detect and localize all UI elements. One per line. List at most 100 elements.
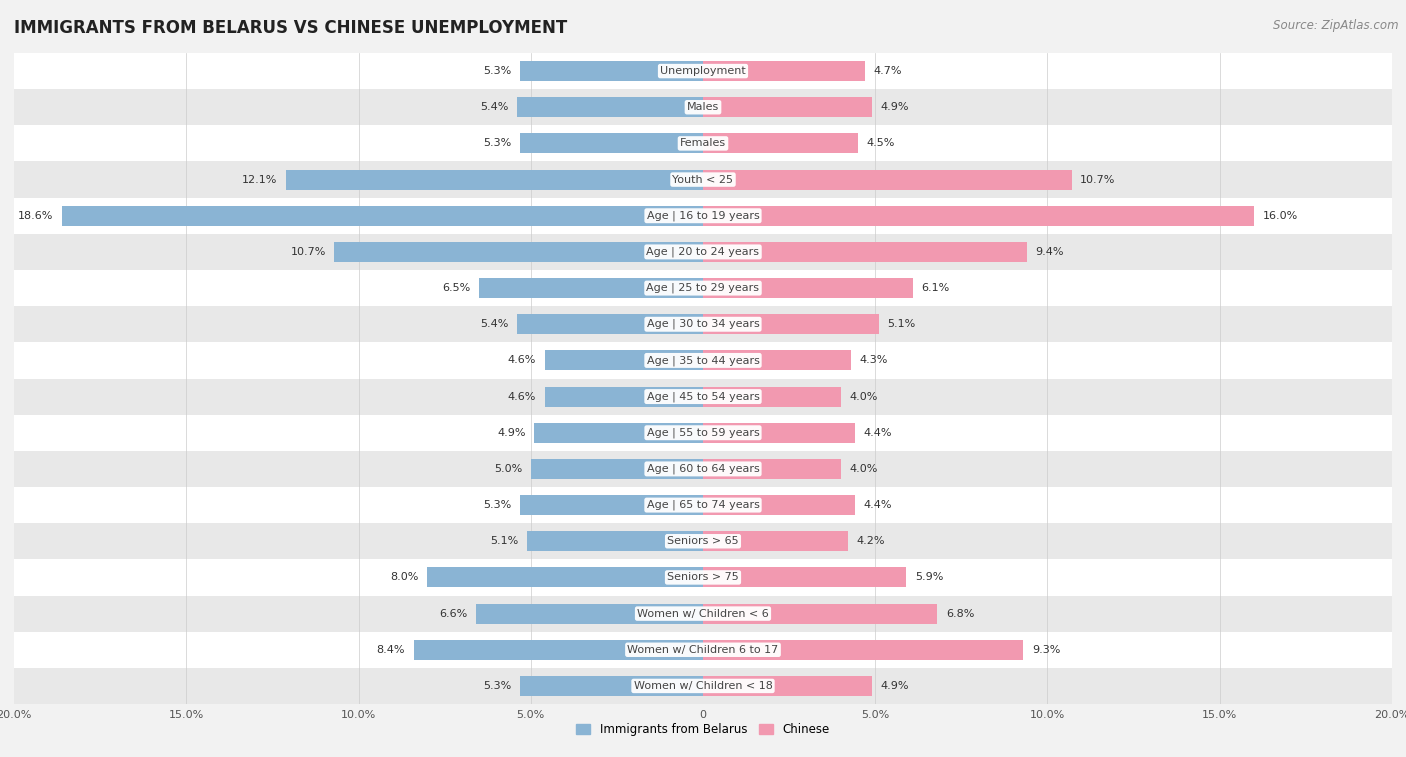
Bar	[14, 270, 1392, 306]
Bar	[287, 170, 703, 189]
Text: 4.4%: 4.4%	[863, 428, 891, 438]
Text: 4.9%: 4.9%	[498, 428, 526, 438]
Text: Seniors > 75: Seniors > 75	[666, 572, 740, 582]
Bar	[703, 387, 841, 407]
Text: 9.4%: 9.4%	[1035, 247, 1064, 257]
Text: 5.3%: 5.3%	[484, 681, 512, 691]
Bar	[14, 234, 1392, 270]
Text: 10.7%: 10.7%	[291, 247, 326, 257]
Text: Age | 25 to 29 years: Age | 25 to 29 years	[647, 283, 759, 293]
Bar	[479, 278, 703, 298]
Bar	[14, 53, 1392, 89]
Text: IMMIGRANTS FROM BELARUS VS CHINESE UNEMPLOYMENT: IMMIGRANTS FROM BELARUS VS CHINESE UNEMP…	[14, 19, 567, 37]
Text: 4.5%: 4.5%	[866, 139, 896, 148]
Text: 10.7%: 10.7%	[1080, 175, 1115, 185]
Bar	[14, 161, 1392, 198]
Text: 5.3%: 5.3%	[484, 66, 512, 76]
Bar	[517, 98, 703, 117]
Bar	[14, 487, 1392, 523]
Text: 5.0%: 5.0%	[494, 464, 522, 474]
Bar	[14, 596, 1392, 631]
Text: 6.8%: 6.8%	[946, 609, 974, 618]
Bar	[703, 640, 1024, 659]
Bar	[14, 415, 1392, 451]
Bar	[520, 133, 703, 154]
Bar	[703, 676, 872, 696]
Bar	[14, 559, 1392, 596]
Bar	[544, 387, 703, 407]
Bar	[703, 531, 848, 551]
Text: 4.0%: 4.0%	[849, 391, 877, 401]
Text: Age | 35 to 44 years: Age | 35 to 44 years	[647, 355, 759, 366]
Bar	[703, 242, 1026, 262]
Text: 8.4%: 8.4%	[377, 645, 405, 655]
Bar	[703, 278, 912, 298]
Text: 6.6%: 6.6%	[439, 609, 467, 618]
Bar	[335, 242, 703, 262]
Bar	[527, 531, 703, 551]
Text: 4.9%: 4.9%	[880, 681, 908, 691]
Bar	[14, 631, 1392, 668]
Bar	[531, 459, 703, 479]
Text: Age | 60 to 64 years: Age | 60 to 64 years	[647, 464, 759, 474]
Bar	[703, 206, 1254, 226]
Text: Females: Females	[681, 139, 725, 148]
Bar	[14, 668, 1392, 704]
Bar	[703, 133, 858, 154]
Text: Youth < 25: Youth < 25	[672, 175, 734, 185]
Text: Women w/ Children 6 to 17: Women w/ Children 6 to 17	[627, 645, 779, 655]
Text: 5.4%: 5.4%	[479, 319, 509, 329]
Bar	[520, 61, 703, 81]
Text: 16.0%: 16.0%	[1263, 210, 1298, 221]
Bar	[534, 423, 703, 443]
Bar	[703, 350, 851, 370]
Bar	[703, 603, 938, 624]
Bar	[703, 314, 879, 334]
Bar	[14, 451, 1392, 487]
Bar	[703, 423, 855, 443]
Text: Seniors > 65: Seniors > 65	[668, 536, 738, 547]
Text: 12.1%: 12.1%	[242, 175, 277, 185]
Text: 4.6%: 4.6%	[508, 356, 536, 366]
Text: 4.6%: 4.6%	[508, 391, 536, 401]
Bar	[520, 495, 703, 515]
Text: 8.0%: 8.0%	[391, 572, 419, 582]
Text: Women w/ Children < 6: Women w/ Children < 6	[637, 609, 769, 618]
Bar	[427, 568, 703, 587]
Bar	[14, 126, 1392, 161]
Bar	[520, 676, 703, 696]
Bar	[703, 61, 865, 81]
Bar	[703, 170, 1071, 189]
Bar	[14, 198, 1392, 234]
Text: Age | 45 to 54 years: Age | 45 to 54 years	[647, 391, 759, 402]
Text: Age | 16 to 19 years: Age | 16 to 19 years	[647, 210, 759, 221]
Text: Age | 20 to 24 years: Age | 20 to 24 years	[647, 247, 759, 257]
Text: 9.3%: 9.3%	[1032, 645, 1060, 655]
Text: Source: ZipAtlas.com: Source: ZipAtlas.com	[1274, 19, 1399, 32]
Text: Males: Males	[688, 102, 718, 112]
Text: 5.9%: 5.9%	[915, 572, 943, 582]
Bar	[413, 640, 703, 659]
Bar	[703, 495, 855, 515]
Text: Women w/ Children < 18: Women w/ Children < 18	[634, 681, 772, 691]
Bar	[703, 459, 841, 479]
Text: 6.5%: 6.5%	[443, 283, 471, 293]
Text: Age | 30 to 34 years: Age | 30 to 34 years	[647, 319, 759, 329]
Text: 5.4%: 5.4%	[479, 102, 509, 112]
Bar	[703, 568, 907, 587]
Text: Unemployment: Unemployment	[661, 66, 745, 76]
Text: 4.4%: 4.4%	[863, 500, 891, 510]
Bar	[14, 306, 1392, 342]
Text: 4.0%: 4.0%	[849, 464, 877, 474]
Bar	[703, 98, 872, 117]
Text: 6.1%: 6.1%	[922, 283, 950, 293]
Text: Age | 55 to 59 years: Age | 55 to 59 years	[647, 428, 759, 438]
Text: 5.1%: 5.1%	[887, 319, 915, 329]
Bar	[62, 206, 703, 226]
Legend: Immigrants from Belarus, Chinese: Immigrants from Belarus, Chinese	[571, 718, 835, 740]
Text: 18.6%: 18.6%	[18, 210, 53, 221]
Bar	[14, 523, 1392, 559]
Bar	[14, 378, 1392, 415]
Text: 5.3%: 5.3%	[484, 139, 512, 148]
Text: Age | 65 to 74 years: Age | 65 to 74 years	[647, 500, 759, 510]
